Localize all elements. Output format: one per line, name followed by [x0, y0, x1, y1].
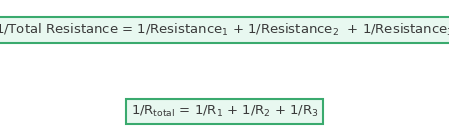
Text: 1/R$_{\mathrm{total}}$ = 1/R$_1$ + 1/R$_2$ + 1/R$_3$: 1/R$_{\mathrm{total}}$ = 1/R$_1$ + 1/R$_… [131, 104, 318, 119]
Text: 1/Total Resistance = 1/Resistance$_1$ + 1/Resistance$_2$  + 1/Resistance$_3$: 1/Total Resistance = 1/Resistance$_1$ + … [0, 22, 449, 38]
